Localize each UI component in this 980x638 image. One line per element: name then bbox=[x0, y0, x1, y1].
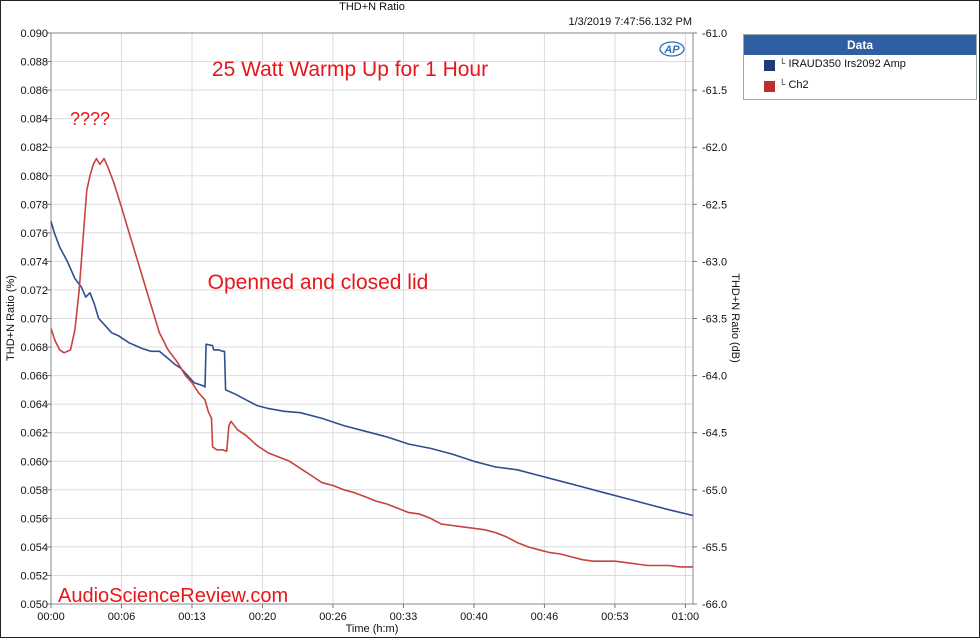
legend-marker-2: └ bbox=[779, 79, 786, 89]
x-tick-label: 00:20 bbox=[249, 611, 277, 623]
y-axis-label-left: THD+N Ratio (%) bbox=[5, 275, 17, 361]
ap-logo-text: AP bbox=[663, 44, 680, 56]
legend-label-1: IRAUD350 Irs2092 Amp bbox=[788, 58, 906, 70]
left-tick-label: 0.060 bbox=[20, 456, 48, 468]
series-line-1 bbox=[50, 221, 694, 517]
x-axis-label: Time (h:m) bbox=[346, 623, 399, 635]
left-tick-label: 0.086 bbox=[20, 85, 48, 97]
right-tick-label: -64.0 bbox=[702, 371, 727, 383]
x-tick-label: 01:00 bbox=[672, 611, 700, 623]
right-tick-label: -61.5 bbox=[702, 85, 727, 97]
series-lines bbox=[50, 157, 694, 568]
legend-label-2: Ch2 bbox=[788, 79, 809, 91]
legend-swatch-2 bbox=[764, 81, 775, 92]
legend-item-2[interactable]: └ Ch2 bbox=[744, 76, 976, 97]
axis-ticks: 0.050 0.052 0.054 0.056 0.058 0.060 0.062 0.064… bbox=[20, 28, 727, 623]
left-tick-label: 0.062 bbox=[20, 428, 48, 440]
series-line-2 bbox=[50, 157, 693, 568]
left-tick-label: 0.070 bbox=[20, 314, 48, 326]
watermark: AudioScienceReview.com bbox=[58, 585, 288, 607]
left-tick-label: 0.082 bbox=[20, 142, 48, 154]
x-tick-label: 00:53 bbox=[601, 611, 629, 623]
grid bbox=[50, 32, 693, 605]
x-tick-label: 00:46 bbox=[531, 611, 559, 623]
right-tick-label: -61.0 bbox=[702, 28, 727, 40]
ap-logo: AP bbox=[659, 41, 685, 57]
x-tick-label: 00:40 bbox=[460, 611, 488, 623]
right-tick-label: -65.0 bbox=[702, 485, 727, 497]
right-tick-label: -66.0 bbox=[702, 599, 727, 611]
left-tick-label: 0.068 bbox=[20, 342, 48, 354]
left-tick-label: 0.052 bbox=[20, 570, 48, 582]
x-tick-label: 00:00 bbox=[37, 611, 65, 623]
legend-swatch-1 bbox=[764, 60, 775, 71]
chart-title: THD+N Ratio bbox=[339, 1, 405, 13]
left-tick-label: 0.090 bbox=[20, 28, 48, 40]
legend: Data └ IRAUD350 Irs2092 Amp └ Ch2 bbox=[743, 34, 977, 100]
x-tick-label: 00:33 bbox=[390, 611, 418, 623]
y-axis-label-right: THD+N Ratio (dB) bbox=[729, 273, 741, 363]
left-tick-label: 0.072 bbox=[20, 285, 48, 297]
right-tick-label: -63.0 bbox=[702, 256, 727, 268]
right-tick-label: -63.5 bbox=[702, 314, 727, 326]
left-tick-label: 0.050 bbox=[20, 599, 48, 611]
left-tick-label: 0.088 bbox=[20, 57, 48, 69]
left-tick-label: 0.076 bbox=[20, 228, 48, 240]
left-tick-label: 0.084 bbox=[20, 114, 48, 126]
right-tick-label: -64.5 bbox=[702, 428, 727, 440]
left-tick-label: 0.064 bbox=[20, 399, 48, 411]
chart-timestamp: 1/3/2019 7:47:56.132 PM bbox=[568, 16, 692, 28]
left-tick-label: 0.058 bbox=[20, 485, 48, 497]
legend-item-1[interactable]: └ IRAUD350 Irs2092 Amp bbox=[744, 55, 976, 76]
left-tick-label: 0.078 bbox=[20, 199, 48, 211]
left-tick-label: 0.074 bbox=[20, 256, 48, 268]
legend-marker-1: └ bbox=[779, 58, 786, 68]
x-tick-label: 00:26 bbox=[319, 611, 347, 623]
right-tick-label: -65.5 bbox=[702, 542, 727, 554]
left-tick-label: 0.054 bbox=[20, 542, 48, 554]
legend-header: Data bbox=[744, 35, 976, 55]
annotation-title: 25 Watt Warmp Up for 1 Hour bbox=[212, 58, 488, 81]
right-tick-label: -62.0 bbox=[702, 142, 727, 154]
x-tick-label: 00:13 bbox=[178, 611, 206, 623]
right-tick-label: -62.5 bbox=[702, 199, 727, 211]
left-tick-label: 0.066 bbox=[20, 371, 48, 383]
annotation-question: ???? bbox=[70, 109, 110, 129]
left-tick-label: 0.056 bbox=[20, 513, 48, 525]
left-tick-label: 0.080 bbox=[20, 171, 48, 183]
x-tick-label: 00:06 bbox=[108, 611, 136, 623]
annotation-lid: Openned and closed lid bbox=[208, 271, 429, 294]
